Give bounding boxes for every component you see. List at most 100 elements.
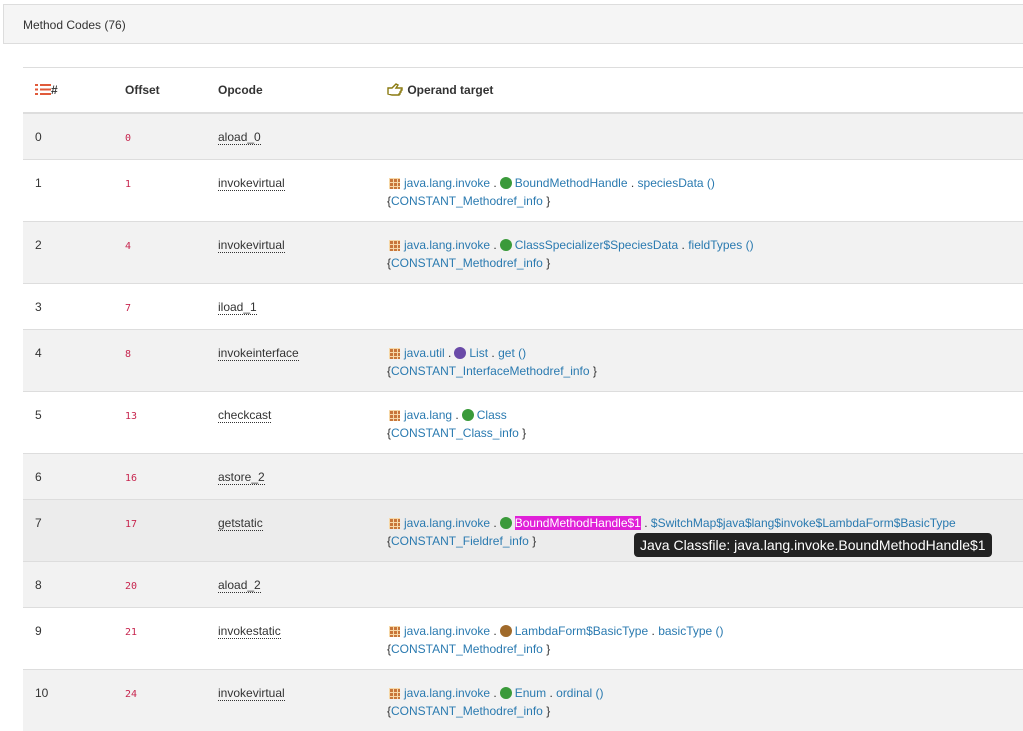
package-link[interactable]: java.lang.invoke	[404, 624, 490, 638]
tooltip: Java Classfile: java.lang.invoke.BoundMe…	[634, 533, 992, 557]
class-link[interactable]: BoundMethodHandle	[515, 176, 628, 190]
brace: }	[522, 426, 526, 440]
col-index[interactable]: #	[23, 68, 113, 114]
opcode[interactable]: invokevirtual	[218, 238, 285, 253]
class-link[interactable]: Class	[477, 408, 507, 422]
package-icon	[389, 178, 400, 189]
type-icon	[500, 239, 512, 251]
opcode[interactable]: getstatic	[218, 516, 263, 531]
opcode-cell: invokeinterface	[206, 330, 375, 392]
class-link[interactable]: List	[469, 346, 488, 360]
package-icon	[389, 518, 400, 529]
col-opcode[interactable]: Opcode	[206, 68, 375, 114]
offset-cell: 16	[113, 454, 206, 500]
offset-cell: 24	[113, 670, 206, 731]
col-offset[interactable]: Offset	[113, 68, 206, 114]
separator: .	[493, 686, 496, 700]
brace: }	[546, 194, 550, 208]
package-link[interactable]: java.lang.invoke	[404, 686, 490, 700]
class-link[interactable]: BoundMethodHandle$1	[515, 516, 641, 530]
operand-cell: java.lang.invoke .Enum . ordinal (){CONS…	[375, 670, 1023, 731]
separator: .	[493, 624, 496, 638]
opcode[interactable]: aload_2	[218, 578, 261, 593]
opcode[interactable]: astore_2	[218, 470, 265, 485]
class-link[interactable]: ClassSpecializer$SpeciesData	[515, 238, 678, 252]
row-index: 6	[23, 454, 113, 500]
header-row: # Offset Opcode Operand target	[23, 68, 1023, 114]
separator: .	[493, 238, 496, 252]
opcode[interactable]: checkcast	[218, 408, 271, 423]
offset-cell: 17	[113, 500, 206, 562]
col-label: #	[51, 83, 58, 97]
constant-link[interactable]: CONSTANT_Class_info	[391, 426, 519, 440]
class-link[interactable]: LambdaForm$BasicType	[515, 624, 648, 638]
opcode[interactable]: iload_1	[218, 300, 257, 315]
package-link[interactable]: java.util	[404, 346, 445, 360]
constant-link[interactable]: CONSTANT_Fieldref_info	[391, 534, 529, 548]
constant-link[interactable]: CONSTANT_InterfaceMethodref_info	[391, 364, 590, 378]
offset: 13	[125, 411, 137, 422]
opcode[interactable]: aload_0	[218, 130, 261, 145]
brace: }	[532, 534, 536, 548]
member-link[interactable]: $SwitchMap$java$lang$invoke$LambdaForm$B…	[651, 516, 956, 530]
operand-cell: java.lang.invoke .BoundMethodHandle . sp…	[375, 160, 1023, 222]
package-link[interactable]: java.lang	[404, 408, 452, 422]
col-operand[interactable]: Operand target	[375, 68, 1023, 114]
row-index: 10	[23, 670, 113, 731]
opcode-cell: invokevirtual	[206, 160, 375, 222]
offset: 21	[125, 627, 137, 638]
brace: }	[546, 642, 550, 656]
offset-cell: 7	[113, 284, 206, 330]
opcode[interactable]: invokevirtual	[218, 176, 285, 191]
package-link[interactable]: java.lang.invoke	[404, 516, 490, 530]
offset-cell: 4	[113, 222, 206, 284]
offset-cell: 20	[113, 562, 206, 608]
row-index: 2	[23, 222, 113, 284]
member-link[interactable]: fieldTypes ()	[688, 238, 753, 252]
constant-link[interactable]: CONSTANT_Methodref_info	[391, 256, 543, 270]
operand-cell: java.lang.invoke . ClassSpecializer$Speci…	[375, 222, 1023, 284]
opcode-cell: invokevirtual	[206, 222, 375, 284]
member-link[interactable]: ordinal ()	[556, 686, 603, 700]
separator: .	[448, 346, 451, 360]
opcode-cell: invokevirtual	[206, 670, 375, 731]
row-index: 5	[23, 392, 113, 454]
type-icon	[500, 177, 512, 189]
constant-link[interactable]: CONSTANT_Methodref_info	[391, 194, 543, 208]
brace: }	[546, 256, 550, 270]
separator: .	[652, 624, 655, 638]
sort-icon	[35, 83, 51, 96]
opcode[interactable]: invokestatic	[218, 624, 281, 639]
offset: 0	[125, 133, 131, 144]
offset: 24	[125, 689, 137, 700]
opcode-cell: checkcast	[206, 392, 375, 454]
offset-cell: 0	[113, 113, 206, 160]
opcode[interactable]: invokeinterface	[218, 346, 299, 361]
member-link[interactable]: speciesData ()	[638, 176, 715, 190]
opcode-cell: astore_2	[206, 454, 375, 500]
member-link[interactable]: basicType ()	[658, 624, 723, 638]
operand-cell	[375, 113, 1023, 160]
opcode[interactable]: invokevirtual	[218, 686, 285, 701]
class-link[interactable]: Enum	[515, 686, 546, 700]
type-icon	[462, 409, 474, 421]
row-index: 0	[23, 113, 113, 160]
package-icon	[389, 626, 400, 637]
constant-link[interactable]: CONSTANT_Methodref_info	[391, 642, 543, 656]
package-link[interactable]: java.lang.invoke	[404, 238, 490, 252]
opcode-cell: iload_1	[206, 284, 375, 330]
constant-link[interactable]: CONSTANT_Methodref_info	[391, 704, 543, 718]
row-index: 4	[23, 330, 113, 392]
type-icon	[500, 517, 512, 529]
member-link[interactable]: get ()	[498, 346, 526, 360]
package-link[interactable]: java.lang.invoke	[404, 176, 490, 190]
operand-cell	[375, 454, 1023, 500]
row-index: 1	[23, 160, 113, 222]
